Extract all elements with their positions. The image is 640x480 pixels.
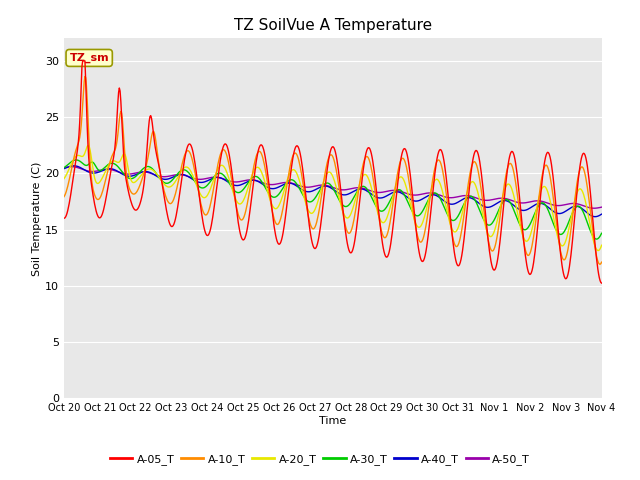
- A-40_T: [180, 172, 188, 178]
- Line: A-10_T: A-10_T: [64, 76, 602, 264]
- Title: TZ SoilVue A Temperature: TZ SoilVue A Temperature: [234, 18, 432, 33]
- A-30_T: [415, 213, 422, 218]
- A-10_T: [598, 259, 605, 265]
- A-30_T: [126, 176, 134, 181]
- A-20_T: [180, 165, 188, 170]
- A-10_T: [209, 190, 216, 196]
- A-50_T: [590, 205, 598, 211]
- A-05_T: [209, 214, 216, 220]
- A-20_T: [594, 248, 602, 253]
- Line: A-50_T: A-50_T: [64, 167, 602, 208]
- A-20_T: [84, 143, 92, 148]
- A-30_T: [180, 167, 188, 173]
- A-10_T: [596, 262, 604, 267]
- Legend: A-05_T, A-10_T, A-20_T, A-30_T, A-40_T, A-50_T: A-05_T, A-10_T, A-20_T, A-30_T, A-40_T, …: [106, 450, 534, 469]
- A-40_T: [70, 163, 78, 168]
- A-20_T: [126, 173, 134, 179]
- A-30_T: [598, 230, 605, 236]
- A-05_T: [60, 216, 68, 221]
- A-40_T: [591, 214, 598, 219]
- A-50_T: [70, 164, 78, 170]
- A-50_T: [68, 164, 76, 169]
- A-30_T: [593, 236, 600, 242]
- A-10_T: [399, 156, 406, 161]
- A-20_T: [598, 242, 605, 248]
- Y-axis label: Soil Temperature (C): Soil Temperature (C): [32, 161, 42, 276]
- A-10_T: [126, 187, 134, 192]
- A-05_T: [126, 194, 134, 200]
- A-40_T: [399, 191, 406, 197]
- A-50_T: [399, 189, 406, 195]
- A-20_T: [415, 224, 422, 230]
- A-20_T: [70, 156, 77, 162]
- A-40_T: [126, 173, 134, 179]
- A-30_T: [209, 175, 216, 181]
- A-05_T: [415, 245, 422, 251]
- A-30_T: [399, 190, 406, 195]
- A-40_T: [209, 175, 216, 181]
- A-05_T: [79, 58, 86, 64]
- A-50_T: [598, 204, 605, 210]
- A-10_T: [81, 73, 89, 79]
- A-20_T: [399, 175, 406, 181]
- A-10_T: [70, 156, 77, 162]
- Text: TZ_sm: TZ_sm: [69, 53, 109, 63]
- A-40_T: [70, 163, 77, 168]
- A-50_T: [126, 171, 134, 177]
- A-30_T: [60, 165, 68, 170]
- Line: A-40_T: A-40_T: [64, 166, 602, 216]
- Line: A-20_T: A-20_T: [64, 145, 602, 251]
- A-30_T: [72, 157, 80, 163]
- A-20_T: [60, 176, 68, 181]
- Line: A-30_T: A-30_T: [64, 160, 602, 239]
- A-50_T: [415, 192, 422, 198]
- Line: A-05_T: A-05_T: [64, 61, 602, 283]
- A-50_T: [60, 165, 68, 171]
- A-05_T: [598, 280, 605, 286]
- A-10_T: [415, 236, 422, 242]
- A-05_T: [70, 172, 77, 178]
- A-40_T: [415, 198, 422, 204]
- A-50_T: [209, 174, 216, 180]
- A-05_T: [180, 157, 188, 163]
- A-10_T: [60, 194, 68, 200]
- A-10_T: [180, 153, 188, 159]
- A-40_T: [60, 166, 68, 171]
- A-20_T: [209, 180, 216, 185]
- A-40_T: [598, 211, 605, 217]
- A-50_T: [180, 172, 188, 178]
- A-05_T: [399, 148, 406, 154]
- X-axis label: Time: Time: [319, 416, 346, 426]
- A-30_T: [70, 157, 77, 163]
